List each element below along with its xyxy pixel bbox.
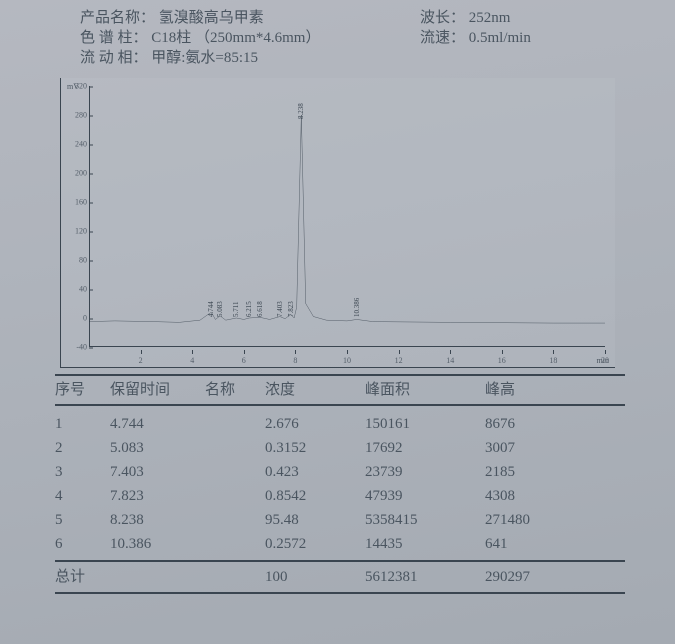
x-tick: 18 [549,356,557,365]
cell-conc: 0.2572 [265,532,365,556]
x-tick: 4 [190,356,194,365]
cell-area: 47939 [365,484,485,508]
col-height: 峰高 [485,378,585,402]
cell-conc: 0.3152 [265,436,365,460]
cell-height: 271480 [485,508,585,532]
column-label: 色 谱 柱： [80,30,148,46]
x-tick: 2 [139,356,143,365]
peak-label: 5.083 [216,301,224,317]
product-label: 产品名称： [80,10,155,26]
col-conc: 浓度 [265,378,365,402]
cell-no: 3 [55,460,110,484]
peak-label: 7.403 [276,301,284,317]
cell-name [205,412,265,436]
wavelength-label: 波长： [420,10,465,26]
x-tick: 16 [498,356,506,365]
col-no: 序号 [55,378,110,402]
cell-area: 14435 [365,532,485,556]
mobile-value: 甲醇:氨水=85:15 [151,50,258,66]
x-tick: 12 [395,356,403,365]
cell-area: 150161 [365,412,485,436]
table-row: 610.386 0.257214435641 [55,532,625,556]
cell-rt: 8.238 [110,508,205,532]
y-tick: 80 [63,256,87,265]
x-tick: 14 [446,356,454,365]
y-tick: 120 [63,227,87,236]
x-tick: 8 [293,356,297,365]
cell-name [205,460,265,484]
cell-no: 5 [55,508,110,532]
peak-label: 8.238 [297,103,305,119]
y-tick: 0 [63,314,87,323]
table-row: 14.744 2.6761501618676 [55,412,625,436]
cell-conc: 0.8542 [265,484,365,508]
cell-rt: 7.823 [110,484,205,508]
cell-area: 17692 [365,436,485,460]
y-tick: 200 [63,169,87,178]
footer-label: 总计 [55,565,110,589]
footer-area: 5612381 [365,565,485,589]
peak-label: 7.823 [287,301,295,317]
cell-name [205,508,265,532]
cell-conc: 2.676 [265,412,365,436]
y-tick: 160 [63,198,87,207]
cell-height: 3007 [485,436,585,460]
table-row: 37.403 0.423237392185 [55,460,625,484]
peak-label: 6.215 [245,301,253,317]
cell-name [205,484,265,508]
mobile-label: 流 动 相： [80,50,148,66]
y-tick: 240 [63,140,87,149]
wavelength-value: 252nm [469,10,511,26]
y-tick: -40 [63,343,87,352]
table-footer: 总计 100 5612381 290297 [55,560,625,594]
table-row: 47.823 0.8542479394308 [55,484,625,508]
y-tick: 40 [63,285,87,294]
y-tick: 320 [63,82,87,91]
cell-name [205,436,265,460]
cell-rt: 10.386 [110,532,205,556]
col-area: 峰面积 [365,378,485,402]
report-header: 产品名称： 氢溴酸高乌甲素 波长： 252nm 色 谱 柱： C18柱 （250… [0,0,675,68]
flow-value: 0.5ml/min [469,30,531,46]
cell-no: 4 [55,484,110,508]
cell-conc: 95.48 [265,508,365,532]
cell-conc: 0.423 [265,460,365,484]
col-name: 名称 [205,378,265,402]
peak-label: 4.744 [207,301,215,317]
product-value: 氢溴酸高乌甲素 [159,10,264,26]
cell-no: 2 [55,436,110,460]
x-tick: 10 [343,356,351,365]
cell-name [205,532,265,556]
cell-rt: 4.744 [110,412,205,436]
cell-height: 8676 [485,412,585,436]
cell-no: 6 [55,532,110,556]
footer-height: 290297 [485,565,585,589]
cell-no: 1 [55,412,110,436]
peak-label: 5.711 [232,301,240,317]
table-row: 25.083 0.3152176923007 [55,436,625,460]
column-value: C18柱 （250mm*4.6mm） [151,30,320,46]
table-row: 58.238 95.485358415271480 [55,508,625,532]
results-table: 序号 保留时间 名称 浓度 峰面积 峰高 14.744 2.67615016186… [55,374,625,594]
cell-rt: 7.403 [110,460,205,484]
cell-area: 5358415 [365,508,485,532]
table-body: 14.7442.676150161867625.0830.31521769230… [55,406,625,560]
cell-height: 4308 [485,484,585,508]
cell-area: 23739 [365,460,485,484]
col-rt: 保留时间 [110,378,205,402]
cell-height: 2185 [485,460,585,484]
x-tick: 20 [601,356,609,365]
peak-label: 6.618 [256,301,264,317]
y-tick: 280 [63,111,87,120]
table-header: 序号 保留时间 名称 浓度 峰面积 峰高 [55,374,625,406]
footer-conc: 100 [265,565,365,589]
peak-label: 10.386 [353,298,361,317]
flow-label: 流速： [420,30,465,46]
x-tick: 6 [242,356,246,365]
chromatogram-chart: mV min -40040801201602002402803202468101… [60,78,615,368]
cell-height: 641 [485,532,585,556]
cell-rt: 5.083 [110,436,205,460]
